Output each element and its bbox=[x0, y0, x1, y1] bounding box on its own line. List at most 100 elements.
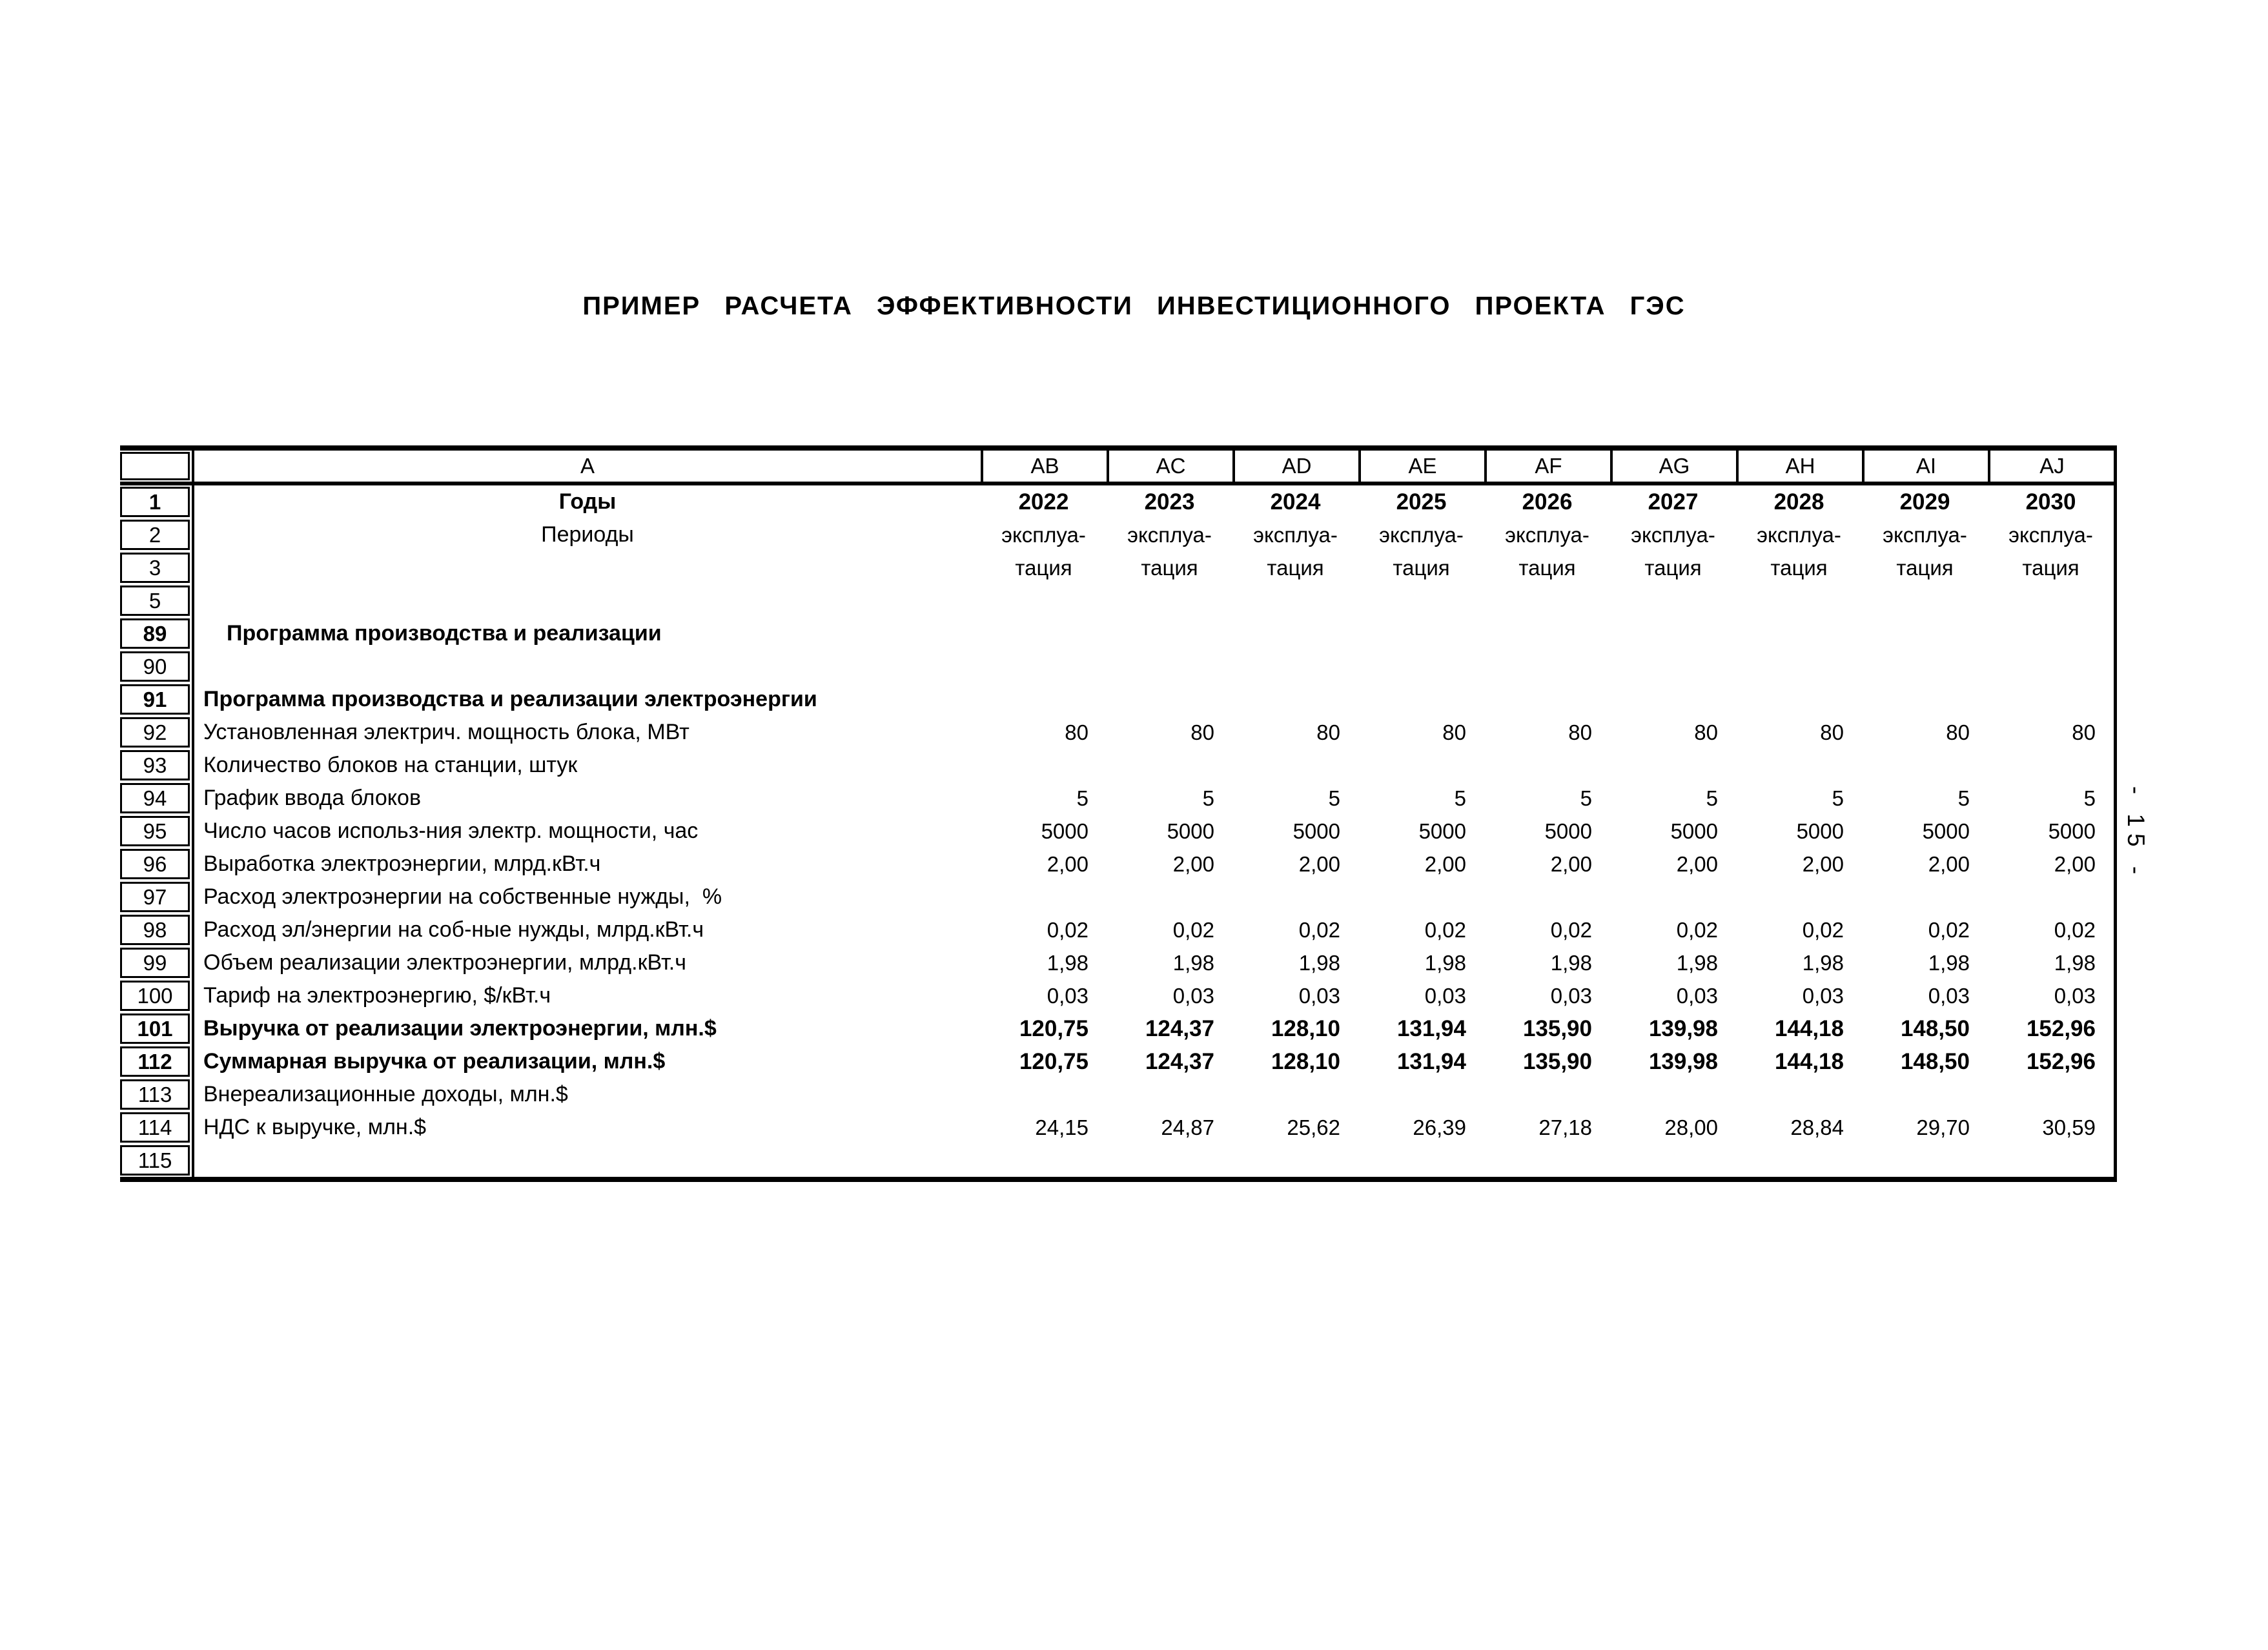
row-number-box: 95 bbox=[120, 816, 190, 846]
column-header-row: A AB AC AD AE AF AG AH AI AJ bbox=[120, 451, 2114, 485]
table-row: 94 График ввода блоков 5 5 5 5 5 5 5 5 5 bbox=[120, 782, 2114, 815]
data-cell bbox=[1232, 749, 1358, 782]
data-cell: 0,02 bbox=[1172, 917, 1214, 942]
row-number-box: 99 bbox=[120, 948, 190, 978]
row-number-box: 113 bbox=[120, 1079, 190, 1110]
data-cell: 80 bbox=[1442, 720, 1466, 744]
data-cell: 0,03 bbox=[1298, 983, 1340, 1008]
data-cell: 1,98 bbox=[1676, 950, 1718, 975]
data-cell bbox=[1484, 881, 1610, 913]
row-number-cell: 93 bbox=[120, 749, 194, 782]
data-cell bbox=[1358, 584, 1484, 617]
data-cell: 0,03 bbox=[1676, 983, 1718, 1008]
data-cell: 1,98 bbox=[1550, 950, 1592, 975]
table-row: 114 НДС к выручке, млн.$ 24,15 24,87 25,62 26… bbox=[120, 1111, 2114, 1144]
data-cell bbox=[1232, 584, 1358, 617]
row-number-box: 89 bbox=[120, 618, 190, 649]
data-cell bbox=[1610, 683, 1736, 716]
data-cell: 0,03 bbox=[1928, 983, 1970, 1008]
table-row: 101 Выручка от реализации электроэнергии,… bbox=[120, 1012, 2114, 1045]
row-number-box: 5 bbox=[120, 586, 190, 616]
data-cell bbox=[1610, 617, 1736, 650]
row-number-cell: 100 bbox=[120, 979, 194, 1012]
data-cell: 80 bbox=[2072, 720, 2096, 744]
data-cell: 120,75 bbox=[1019, 1015, 1088, 1041]
data-cell: 5 bbox=[1580, 786, 1592, 810]
row-number-box: 97 bbox=[120, 882, 190, 912]
data-cell: 5 bbox=[1832, 786, 1844, 810]
row-number-cell: 101 bbox=[120, 1012, 194, 1045]
data-cell bbox=[1107, 749, 1232, 782]
row-label-cell: Объем реализации электроэнергии, млрд.кВ… bbox=[203, 950, 686, 975]
data-cell: 148,50 bbox=[1900, 1015, 1970, 1041]
data-cell: 5 bbox=[2083, 786, 2096, 810]
row-number-cell: 114 bbox=[120, 1111, 194, 1144]
data-cell: 2,00 bbox=[1550, 851, 1592, 876]
data-cell: 120,75 bbox=[1019, 1048, 1088, 1074]
row-number-cell: 99 bbox=[120, 946, 194, 979]
header-corner-cell bbox=[120, 451, 194, 482]
data-cell: тация bbox=[1141, 555, 1198, 580]
data-cell bbox=[1736, 617, 1862, 650]
row-label-cell bbox=[194, 551, 981, 584]
row-number-cell: 98 bbox=[120, 913, 194, 946]
data-cell bbox=[1988, 881, 2114, 913]
data-cell: 80 bbox=[1694, 720, 1718, 744]
row-label-cell: Программа производства и реализации элек… bbox=[203, 687, 817, 711]
column-letter-cell: AF bbox=[1484, 451, 1610, 482]
data-cell: 2,00 bbox=[2054, 851, 2096, 876]
data-cell bbox=[1988, 584, 2114, 617]
data-cell: 1,98 bbox=[1802, 950, 1844, 975]
column-letter-cell: AC bbox=[1107, 451, 1232, 482]
table-row: 92 Установленная электрич. мощность блока… bbox=[120, 716, 2114, 749]
data-cell: 131,94 bbox=[1396, 1015, 1466, 1041]
data-cell bbox=[1484, 617, 1610, 650]
data-cell bbox=[1232, 1144, 1358, 1177]
column-letter-cell: A bbox=[580, 454, 595, 478]
data-cell: 80 bbox=[1946, 720, 1970, 744]
data-cell: 80 bbox=[1065, 720, 1088, 744]
row-label-cell: НДС к выручке, млн.$ bbox=[203, 1115, 427, 1139]
data-cell bbox=[1484, 1078, 1610, 1111]
data-cell: 128,10 bbox=[1271, 1048, 1340, 1074]
data-cell: эксплуа- bbox=[1631, 522, 1715, 547]
data-cell: 1,98 bbox=[1047, 950, 1088, 975]
data-cell: 28,00 bbox=[1664, 1115, 1718, 1139]
data-cell: 80 bbox=[1190, 720, 1214, 744]
data-cell: 2025 bbox=[1396, 489, 1447, 514]
data-cell: 124,37 bbox=[1145, 1015, 1214, 1041]
table-row: 97 Расход электроэнергии на собственные н… bbox=[120, 881, 2114, 913]
data-cell: 135,90 bbox=[1522, 1048, 1592, 1074]
data-cell: 5000 bbox=[1796, 819, 1844, 843]
row-label-cell: Расход электроэнергии на собственные нуж… bbox=[203, 884, 722, 909]
row-number-cell: 92 bbox=[120, 716, 194, 749]
data-cell bbox=[981, 1078, 1107, 1111]
table-row: 115 bbox=[120, 1144, 2114, 1177]
data-cell: тация bbox=[1393, 555, 1450, 580]
row-number-box: 115 bbox=[120, 1145, 190, 1176]
data-cell: 2,00 bbox=[1676, 851, 1718, 876]
data-cell: 5000 bbox=[1292, 819, 1340, 843]
row-number-cell: 94 bbox=[120, 782, 194, 815]
row-number-cell: 5 bbox=[120, 584, 194, 617]
data-cell bbox=[1232, 1078, 1358, 1111]
row-number-cell: 90 bbox=[120, 650, 194, 683]
data-cell bbox=[1736, 650, 1862, 683]
row-number-box: 92 bbox=[120, 717, 190, 748]
data-cell bbox=[1232, 683, 1358, 716]
table-row: 3 тация тация тация тация тация тация тация таци… bbox=[120, 551, 2114, 584]
side-page-number: - 15 - bbox=[2123, 786, 2149, 881]
data-cell bbox=[981, 683, 1107, 716]
data-cell: 2,00 bbox=[1424, 851, 1466, 876]
table-row: 98 Расход эл/энергии на соб-ные нужды, мл… bbox=[120, 913, 2114, 946]
data-cell bbox=[1484, 584, 1610, 617]
data-cell: 5000 bbox=[1544, 819, 1592, 843]
data-cell bbox=[1484, 749, 1610, 782]
data-cell bbox=[1358, 617, 1484, 650]
data-cell bbox=[1988, 749, 2114, 782]
data-cell bbox=[1358, 1078, 1484, 1111]
row-number-box: 91 bbox=[120, 684, 190, 715]
data-cell bbox=[1988, 617, 2114, 650]
data-cell: 2022 bbox=[1018, 489, 1069, 514]
data-cell: 26,39 bbox=[1413, 1115, 1466, 1139]
